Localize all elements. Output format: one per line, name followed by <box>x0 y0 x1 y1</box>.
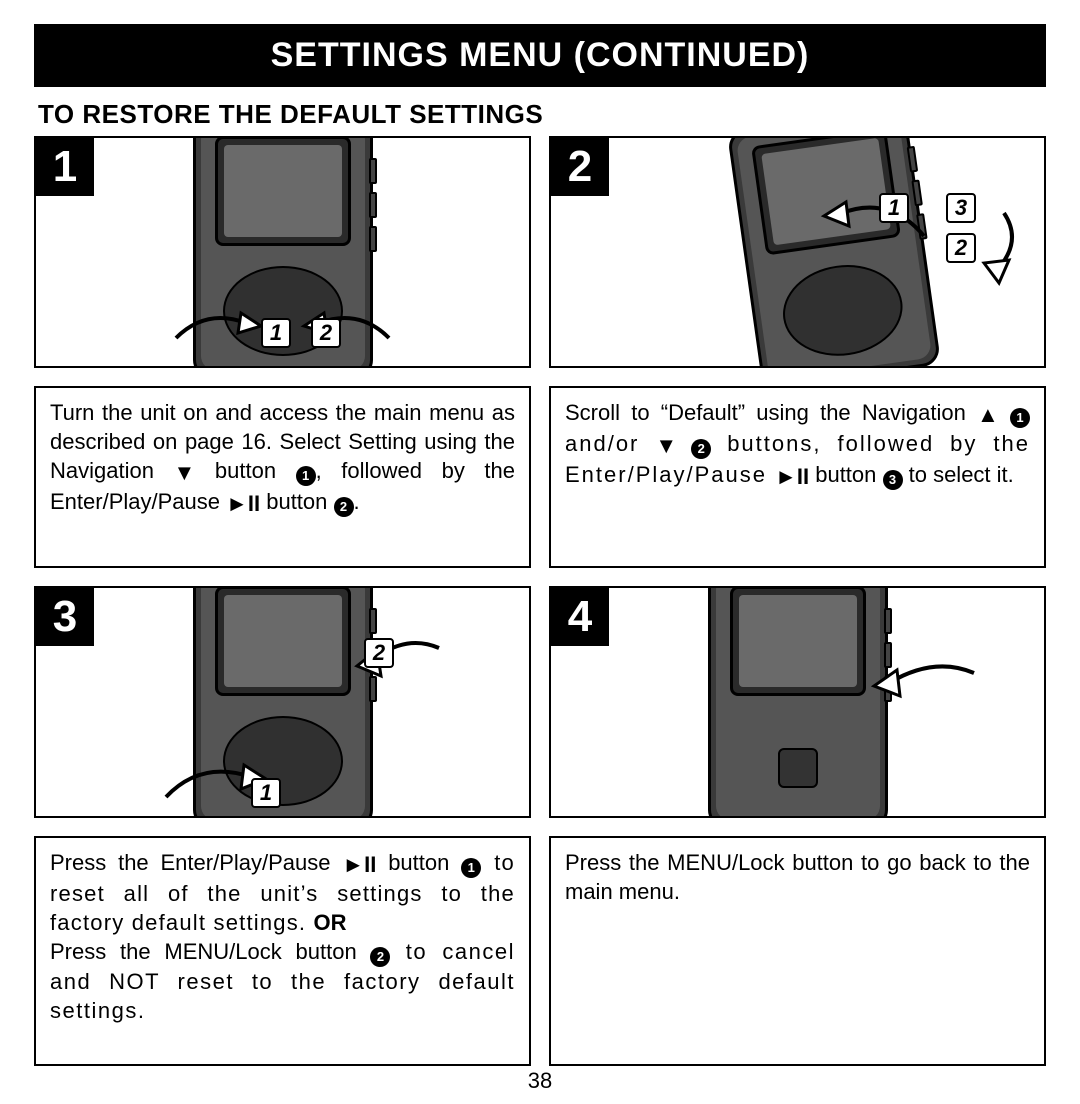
text: . <box>354 489 360 514</box>
step1-desc: Turn the unit on and access the main men… <box>34 386 531 568</box>
step1-figure: 1 1 2 <box>34 136 531 368</box>
callout-1: 1 <box>251 778 281 808</box>
ref-2-icon: 2 <box>691 439 711 459</box>
step3-number: 3 <box>36 588 94 646</box>
steps-grid: 1 1 2 2 1 3 2 Turn the unit on and acces… <box>34 136 1046 1066</box>
step2-figure: 2 1 3 2 <box>549 136 1046 368</box>
text: Press the MENU/Lock button to go back to… <box>565 850 1030 904</box>
arrow-icon <box>289 298 399 358</box>
arrow-icon <box>864 648 984 718</box>
text: button <box>195 458 295 483</box>
step2-desc: Scroll to “Default” using the Navigation… <box>549 386 1046 568</box>
page-header: SETTINGS MENU (CONTINUED) <box>34 24 1046 87</box>
device-illustration-icon <box>708 586 888 818</box>
text: to select it. <box>903 462 1014 487</box>
callout-1: 1 <box>879 193 909 223</box>
text: button <box>260 489 333 514</box>
arrow-icon <box>934 198 1024 288</box>
ref-2-icon: 2 <box>370 947 390 967</box>
text: Scroll to “Default” using the Navigation <box>565 400 977 425</box>
play-pause-icon: ►II <box>342 850 376 879</box>
step3-figure: 3 1 2 <box>34 586 531 818</box>
play-pause-icon: ►II <box>226 489 260 518</box>
text: Press the MENU/Lock button <box>50 939 370 964</box>
or-text: OR <box>314 910 347 935</box>
arrow-icon <box>814 186 934 256</box>
nav-down-icon: ▼ <box>655 431 677 460</box>
ref-2-icon: 2 <box>334 497 354 517</box>
page-number: 38 <box>0 1068 1080 1094</box>
play-pause-icon: ►II <box>775 462 809 491</box>
step3-desc: Press the Enter/Play/Pause ►II button 1 … <box>34 836 531 1066</box>
callout-1: 1 <box>261 318 291 348</box>
step4-desc: Press the MENU/Lock button to go back to… <box>549 836 1046 1066</box>
ref-3-icon: 3 <box>883 470 903 490</box>
nav-down-icon: ▼ <box>174 458 196 487</box>
text: and/or <box>565 431 655 456</box>
text <box>999 400 1010 425</box>
text <box>677 431 691 456</box>
ref-1-icon: 1 <box>461 858 481 878</box>
text: Press the Enter/Play/Pause <box>50 850 342 875</box>
arrow-icon <box>166 298 276 358</box>
ref-1-icon: 1 <box>1010 408 1030 428</box>
step2-number: 2 <box>551 138 609 196</box>
step4-figure: 4 <box>549 586 1046 818</box>
text: button <box>809 462 882 487</box>
section-subhead: TO RESTORE THE DEFAULT SETTINGS <box>38 99 1046 130</box>
callout-2: 2 <box>311 318 341 348</box>
nav-up-icon: ▲ <box>977 400 999 429</box>
callout-2: 2 <box>364 638 394 668</box>
text: button <box>376 850 461 875</box>
step1-number: 1 <box>36 138 94 196</box>
ref-1-icon: 1 <box>296 466 316 486</box>
step4-number: 4 <box>551 588 609 646</box>
